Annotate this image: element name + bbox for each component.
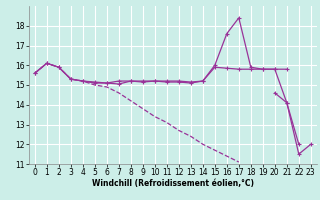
X-axis label: Windchill (Refroidissement éolien,°C): Windchill (Refroidissement éolien,°C) — [92, 179, 254, 188]
